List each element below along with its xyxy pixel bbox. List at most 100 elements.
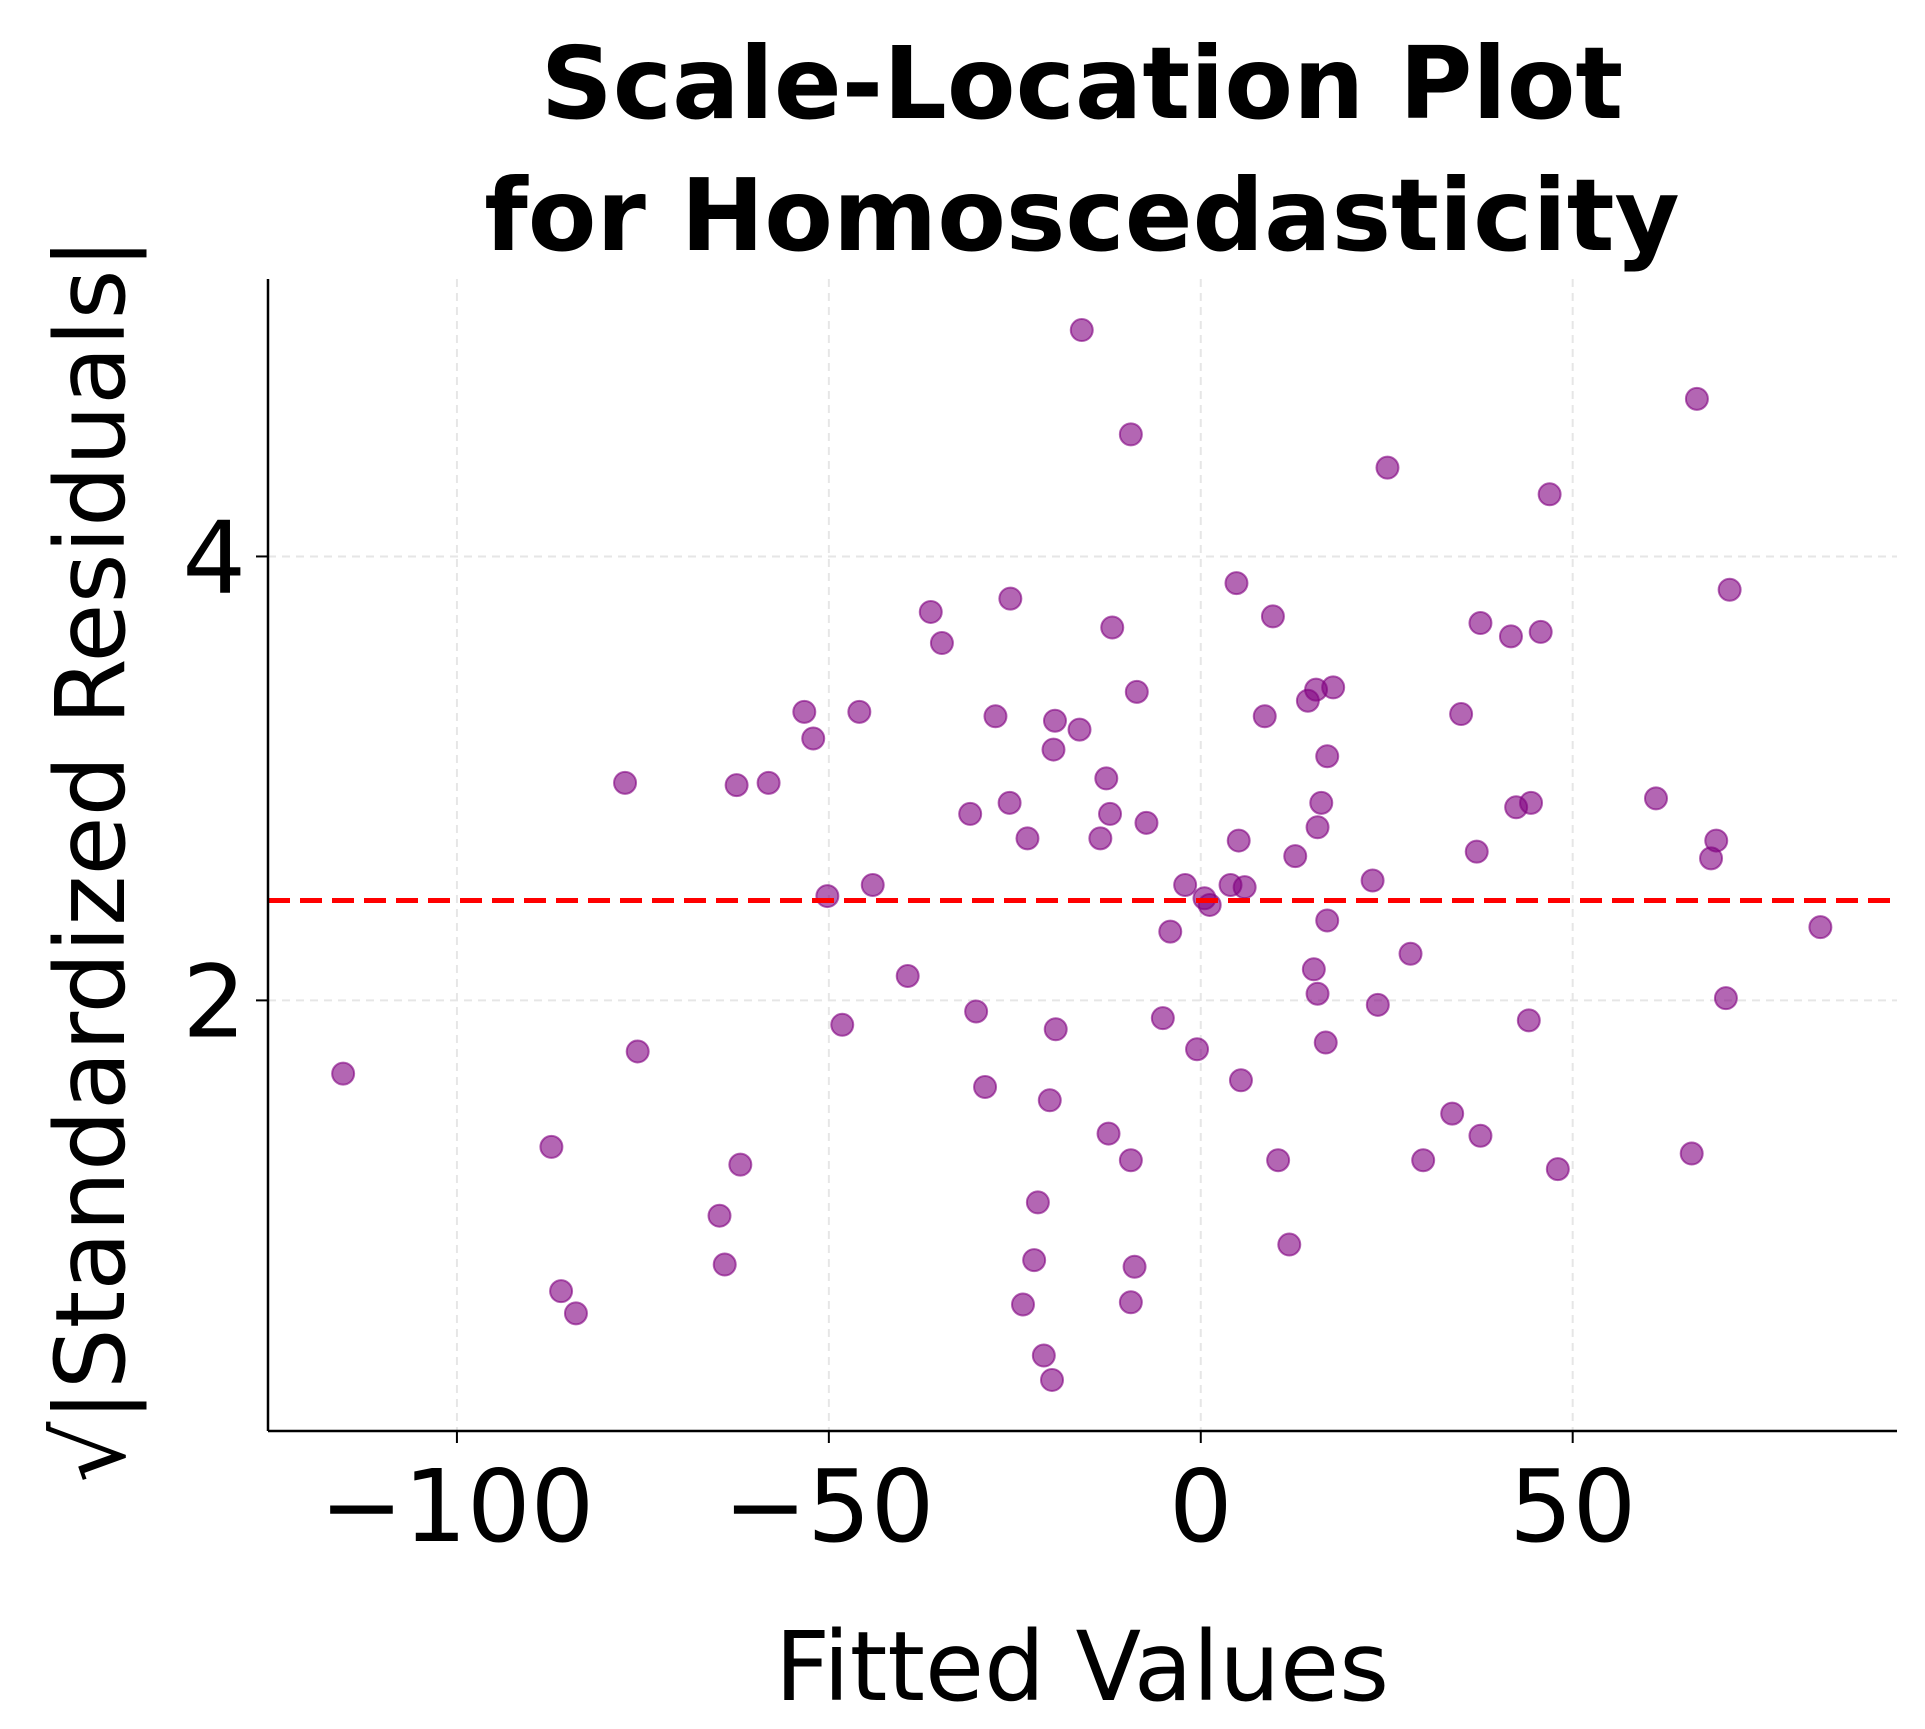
scatter-point (1315, 744, 1340, 769)
scatter-point (1228, 1068, 1253, 1093)
scatter-point (1440, 1101, 1465, 1126)
chart-title: Scale-Location Plot (541, 25, 1623, 142)
scatter-point (1040, 1367, 1065, 1392)
scatter-point (1365, 992, 1390, 1017)
scatter-point (1118, 1290, 1143, 1315)
scatter-point (549, 1279, 574, 1304)
scatter-point (1118, 422, 1143, 447)
scatter-point (1100, 615, 1125, 640)
scatter-point (1398, 941, 1423, 966)
scatter-point (1118, 1148, 1143, 1173)
scatter-point (847, 699, 872, 724)
scatter-point (973, 1074, 998, 1099)
scatter-point (712, 1252, 737, 1277)
x-axis-label: Fitted Values (775, 1611, 1389, 1723)
scatter-point (1098, 801, 1123, 826)
scatter-point (1704, 828, 1729, 853)
scatter-point (1096, 1121, 1121, 1146)
scatter-point (1283, 844, 1308, 869)
scatter-point (983, 704, 1008, 729)
scatter-point (563, 1301, 588, 1326)
scatter-point (1375, 455, 1400, 480)
scatter-point (1232, 875, 1257, 900)
scatter-point (1464, 839, 1489, 864)
scatter-point (1305, 981, 1330, 1006)
scatter-point (1808, 915, 1833, 940)
scatter-point (1022, 1248, 1047, 1273)
scatter-point (625, 1039, 650, 1064)
scatter-point (1498, 624, 1523, 649)
scatter-point (1519, 790, 1544, 815)
scatter-point (613, 770, 638, 795)
scatter-point (724, 773, 749, 798)
y-axis-label: √|Standardized Residuals| (35, 237, 148, 1483)
scatter-point (1537, 482, 1562, 507)
scatter-point (1266, 1148, 1291, 1173)
scatter-point (918, 599, 943, 624)
scatter-point (1516, 1008, 1541, 1033)
scatter-point (1015, 826, 1040, 851)
scatter-point (1094, 766, 1119, 791)
x-tick-label: −50 (723, 1448, 934, 1565)
scatter-point (929, 631, 954, 656)
scatter-point (1010, 1292, 1035, 1317)
scatter-point (1309, 790, 1334, 815)
scatter-point (1224, 571, 1249, 596)
scatter-point (1067, 717, 1092, 742)
scatter-point (801, 726, 826, 751)
scatter-point (728, 1152, 753, 1177)
scatter-point (860, 872, 885, 897)
scatter-point (1449, 702, 1474, 727)
scatter-point (895, 963, 920, 988)
scatter-point (1277, 1232, 1302, 1257)
scatter-point (1315, 908, 1340, 933)
y-tick-label: 4 (182, 499, 246, 616)
scatter-point (1360, 868, 1385, 893)
scatter-point (1411, 1148, 1436, 1173)
scatter-point (1041, 737, 1066, 762)
scatter-point (1197, 892, 1222, 917)
scatter-point (1643, 786, 1668, 811)
scatter-point (1252, 704, 1277, 729)
scatter-point (1545, 1157, 1570, 1182)
scatter-point (830, 1012, 855, 1037)
scatter-point (1042, 708, 1067, 733)
scatter-point (1069, 318, 1094, 343)
scatter-point (792, 699, 817, 724)
scatter-point (1037, 1088, 1062, 1113)
scatter-point (998, 586, 1023, 611)
x-tick-label: 0 (1169, 1448, 1233, 1565)
scatter-point (1124, 679, 1149, 704)
scatter-point (1185, 1037, 1210, 1062)
scatter-point (1173, 872, 1198, 897)
scatter-point (1150, 1006, 1175, 1031)
scatter-point (1301, 957, 1326, 982)
scatter-point (1025, 1190, 1050, 1215)
x-tick-label: −100 (320, 1448, 595, 1565)
scatter-point (1468, 1123, 1493, 1148)
y-tick-label: 2 (182, 943, 246, 1060)
scatter-point (958, 801, 983, 826)
scatter-point (964, 999, 989, 1024)
scatter-point (997, 790, 1022, 815)
scatter-point (539, 1134, 564, 1159)
x-tick-label: 50 (1509, 1448, 1636, 1565)
scatter-point (1134, 810, 1159, 835)
scatter-point (1321, 675, 1346, 700)
scatter-point (331, 1061, 356, 1086)
scatter-point (756, 770, 781, 795)
scatter-point (707, 1203, 732, 1228)
scatter-point (1043, 1017, 1068, 1042)
scatter-point (1305, 815, 1330, 840)
scatter-point (1226, 828, 1251, 853)
scatter-point (1679, 1141, 1704, 1166)
scatter-point (1313, 1030, 1338, 1055)
scatter-point (1122, 1254, 1147, 1279)
scatter-point (1088, 826, 1113, 851)
scatter-point (1158, 919, 1183, 944)
scatter-point (1031, 1343, 1056, 1368)
scatter-point (815, 884, 840, 909)
scatter-point (1260, 604, 1285, 629)
scatter-point (1713, 986, 1738, 1011)
